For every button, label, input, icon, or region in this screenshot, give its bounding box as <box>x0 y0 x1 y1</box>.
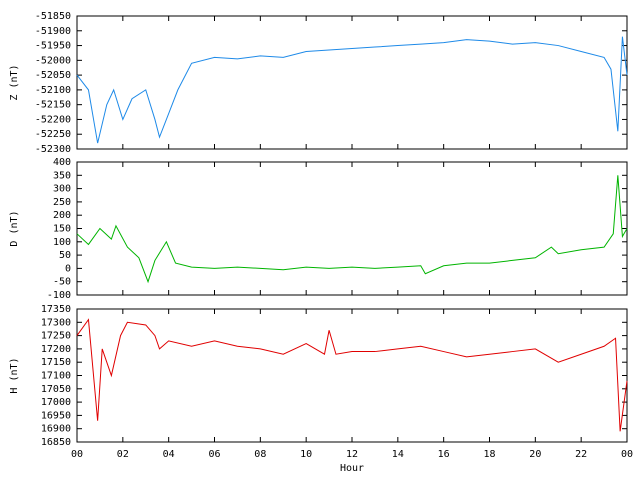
x-tick-label: 02 <box>117 449 129 460</box>
y-tick-label: 0 <box>65 263 71 274</box>
y-tick-label: -52050 <box>35 70 71 81</box>
x-tick-label: 16 <box>438 449 450 460</box>
y-tick-label: 16900 <box>41 424 71 435</box>
plot-frame <box>76 308 628 443</box>
y-tick-label: 50 <box>59 250 71 261</box>
x-tick-label: 04 <box>163 449 175 460</box>
x-tick-label: 22 <box>575 449 587 460</box>
x-tick-label: 00 <box>71 449 83 460</box>
y-axis-label: Z (nT) <box>9 64 20 100</box>
y-tick-label: 100 <box>53 237 71 248</box>
y-tick-label: 17200 <box>41 344 71 355</box>
y-tick-label: -50 <box>53 277 71 288</box>
x-tick-label: 08 <box>254 449 266 460</box>
y-tick-label: 250 <box>53 197 71 208</box>
y-tick-label: 150 <box>53 224 71 235</box>
y-tick-label: 17050 <box>41 384 71 395</box>
y-tick-label: 17000 <box>41 397 71 408</box>
x-tick-label: 20 <box>529 449 541 460</box>
y-tick-label: 17250 <box>41 331 71 342</box>
x-tick-label: 14 <box>392 449 404 460</box>
y-axis-label: D (nT) <box>9 210 20 246</box>
y-tick-label: 16850 <box>41 437 71 448</box>
data-line <box>76 175 628 284</box>
y-tick-label: 350 <box>53 170 71 181</box>
y-tick-label: 17100 <box>41 371 71 382</box>
y-tick-label: -52100 <box>35 85 71 96</box>
y-tick-label: 16950 <box>41 410 71 421</box>
data-line <box>76 36 628 144</box>
y-tick-label: -52250 <box>35 129 71 140</box>
x-tick-label: 00 <box>621 449 633 460</box>
y-tick-label: -100 <box>47 290 71 301</box>
x-tick-label: 10 <box>300 449 312 460</box>
y-tick-label: 200 <box>53 210 71 221</box>
plot-frame <box>76 15 628 150</box>
y-tick-label: -52200 <box>35 114 71 125</box>
data-line <box>76 318 628 432</box>
plot-frame <box>76 161 628 296</box>
y-tick-label: 17350 <box>41 304 71 315</box>
y-tick-label: -51950 <box>35 41 71 52</box>
y-tick-label: 17300 <box>41 317 71 328</box>
y-axis-label: H (nT) <box>9 357 20 393</box>
y-tick-label: 300 <box>53 184 71 195</box>
y-tick-label: -52150 <box>35 100 71 111</box>
y-tick-label: -51850 <box>35 11 71 22</box>
x-axis-label: Hour <box>340 463 364 474</box>
x-tick-label: 12 <box>346 449 358 460</box>
y-tick-label: -52300 <box>35 144 71 155</box>
x-tick-label: 18 <box>483 449 495 460</box>
y-tick-label: 400 <box>53 157 71 168</box>
y-tick-label: -51900 <box>35 26 71 37</box>
y-tick-label: -52000 <box>35 55 71 66</box>
y-tick-label: 17150 <box>41 357 71 368</box>
x-tick-label: 06 <box>208 449 220 460</box>
